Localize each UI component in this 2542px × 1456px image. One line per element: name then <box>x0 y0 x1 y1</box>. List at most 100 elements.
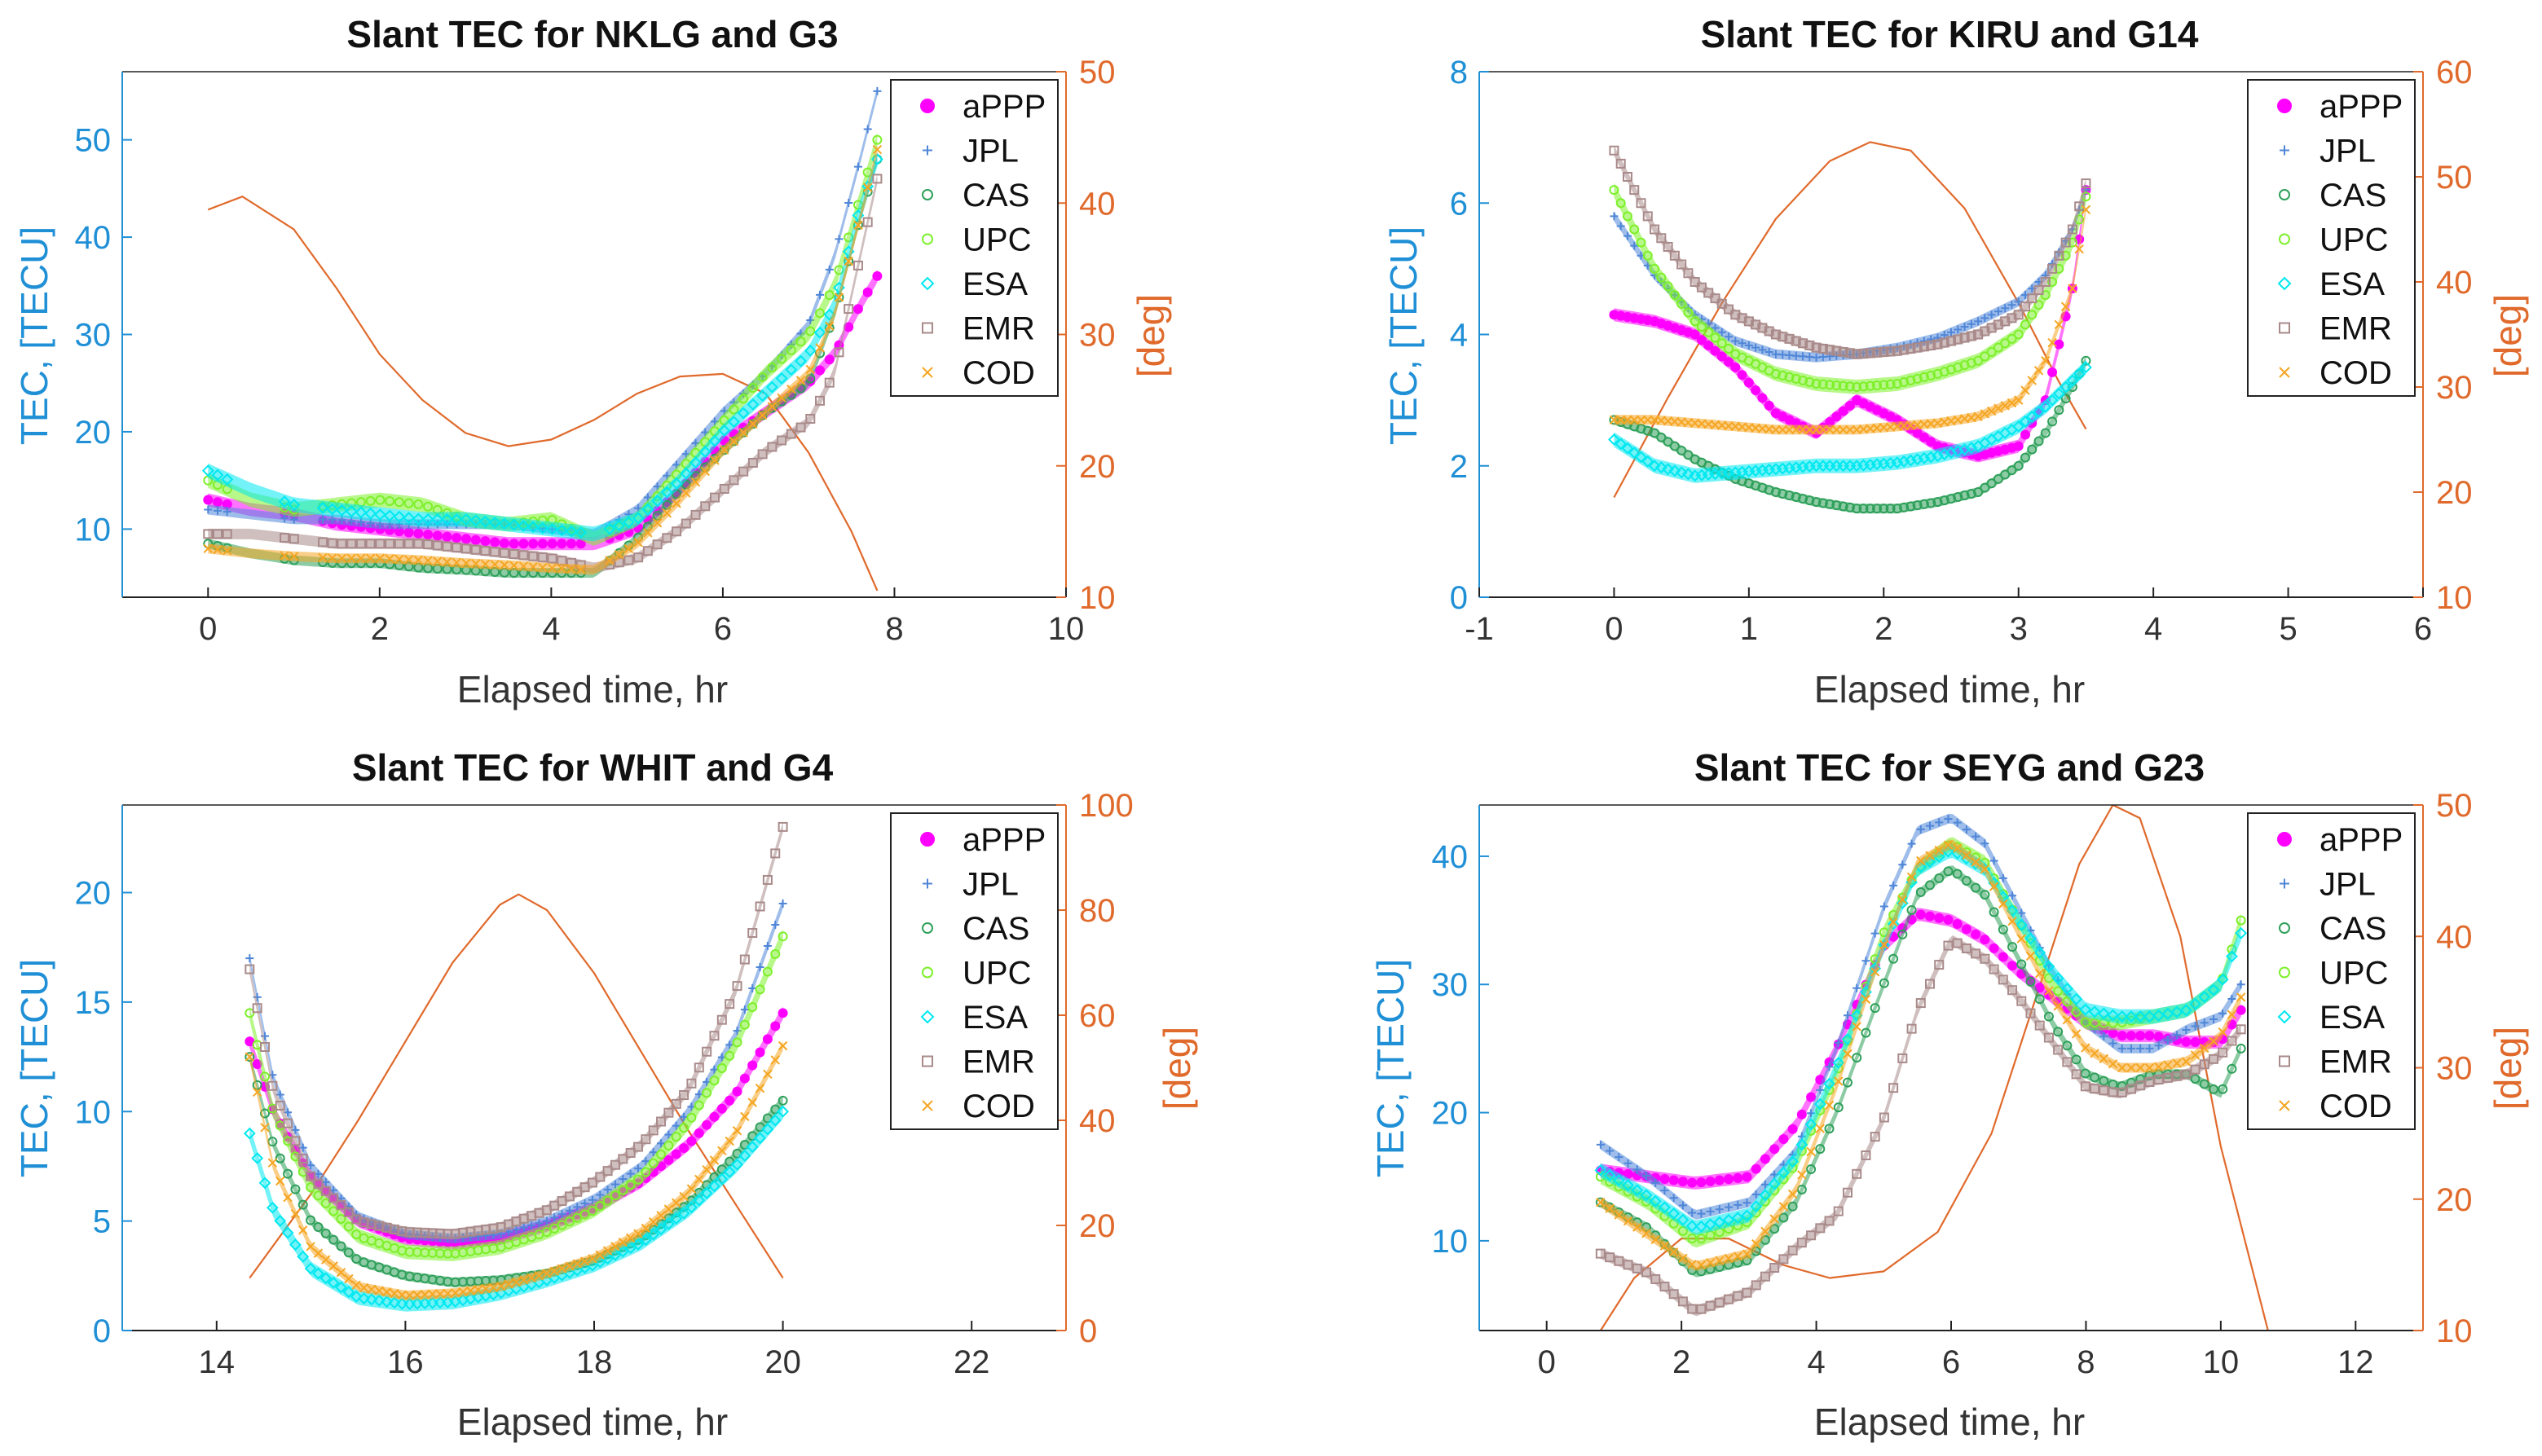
panel-kiru-g14: Slant TEC for KIRU and G14 Elapsed time,… <box>1382 13 2529 710</box>
data-point <box>1989 907 1999 917</box>
legend-item-cas: CAS <box>922 178 1029 213</box>
data-point <box>1897 1053 1908 1063</box>
x-tick-label: 8 <box>2077 1344 2095 1380</box>
data-point <box>1681 468 1694 481</box>
data-point <box>2027 444 2038 455</box>
data-point <box>2218 1009 2227 1018</box>
data-point <box>1777 1166 1790 1179</box>
data-point <box>2014 297 2023 306</box>
data-point <box>853 220 863 230</box>
data-point <box>452 557 461 568</box>
data-point <box>1946 494 1956 504</box>
data-point <box>844 198 853 207</box>
data-point <box>471 559 481 569</box>
data-point <box>2218 1047 2228 1058</box>
data-point <box>1825 499 1835 509</box>
data-point <box>1811 378 1822 389</box>
data-point <box>278 495 291 508</box>
data-point <box>710 455 720 465</box>
data-point <box>1916 825 1925 834</box>
data-point <box>1616 222 1625 231</box>
data-point <box>1683 450 1694 460</box>
data-point <box>2071 1054 2082 1065</box>
data-point <box>1669 1194 1678 1203</box>
data-point <box>1934 845 1944 856</box>
data-point <box>2199 1059 2209 1070</box>
data-point <box>1656 432 1667 442</box>
data-point <box>1648 460 1661 473</box>
y-axis-label: TEC, [TECU] <box>13 227 55 445</box>
data-point <box>2019 415 2032 428</box>
data-point <box>403 512 416 524</box>
data-point <box>1623 1216 1633 1226</box>
data-point <box>1760 1271 1770 1282</box>
data-point <box>1778 332 1788 342</box>
data-point <box>289 552 299 561</box>
x-tick-label: 10 <box>2203 1344 2240 1380</box>
data-point <box>700 501 711 512</box>
y2-tick-label: 40 <box>2436 265 2473 301</box>
data-point <box>1971 948 1981 959</box>
data-point <box>1731 337 1740 345</box>
data-point <box>1815 1144 1826 1155</box>
legend-marker-icon <box>2279 922 2290 934</box>
y2-axis-label: [deg] <box>2487 294 2529 377</box>
data-point <box>1998 974 2008 985</box>
data-point <box>1831 424 1842 435</box>
data-point <box>1885 504 1896 514</box>
data-point <box>1912 373 1923 384</box>
series-esa <box>1608 359 2092 483</box>
data-point <box>1615 415 1626 425</box>
data-point <box>413 539 424 549</box>
data-point <box>327 1276 340 1289</box>
data-point <box>747 398 760 411</box>
data-point <box>328 515 337 524</box>
data-point <box>1724 1253 1734 1264</box>
data-point <box>738 394 749 404</box>
data-point <box>618 1237 628 1247</box>
y2-tick-label: 30 <box>1079 318 1116 354</box>
data-point <box>580 1199 589 1208</box>
legend-box <box>890 812 1059 1130</box>
data-point <box>1806 1092 1817 1102</box>
data-point <box>654 1223 667 1236</box>
data-point <box>605 556 615 565</box>
data-point <box>778 1040 788 1051</box>
data-point <box>1935 818 1944 827</box>
data-point <box>452 533 462 543</box>
data-point <box>480 559 491 570</box>
data-point <box>1806 1164 1817 1175</box>
data-point <box>1898 860 1907 869</box>
data-point <box>834 293 844 302</box>
data-point <box>365 539 376 549</box>
data-point <box>1804 495 1815 506</box>
data-point <box>672 526 682 537</box>
data-point <box>537 552 548 563</box>
data-point <box>1734 1200 1742 1209</box>
data-point <box>618 1185 628 1195</box>
data-point <box>755 1047 765 1058</box>
y-tick-label: 4 <box>1450 318 1468 354</box>
y-tick-label: 10 <box>1432 1224 1469 1260</box>
data-point <box>1811 424 1822 435</box>
data-point <box>1796 1238 1807 1248</box>
data-point <box>2027 310 2038 320</box>
data-point <box>1858 504 1869 514</box>
legend-label: COD <box>963 1089 1035 1124</box>
y-tick-label: 20 <box>75 415 112 451</box>
data-point <box>2199 1079 2209 1089</box>
data-point <box>345 505 358 517</box>
y-tick-label: 15 <box>75 985 112 1021</box>
data-point <box>1614 1256 1624 1266</box>
data-point <box>365 1293 378 1306</box>
data-point <box>1833 1206 1844 1216</box>
data-point <box>528 539 539 549</box>
legend-label: COD <box>2320 1089 2392 1124</box>
data-point <box>2054 250 2064 261</box>
legend-marker-icon <box>922 1055 933 1067</box>
data-point <box>2007 333 2017 344</box>
data-point <box>2190 1037 2201 1048</box>
data-point <box>1926 498 1936 508</box>
data-point <box>2047 263 2058 274</box>
data-point <box>2190 1074 2201 1084</box>
